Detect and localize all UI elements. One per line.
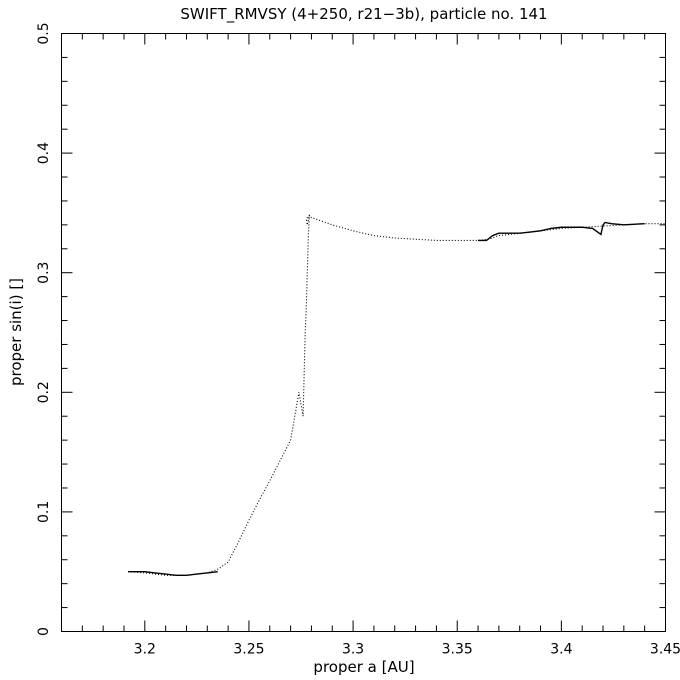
y-tick-label: 0.5 [36, 22, 52, 44]
x-tick-label: 3.4 [550, 642, 572, 658]
plot-frame [61, 33, 666, 632]
chart-title: SWIFT_RMVSY (4+250, r21−3b), particle no… [180, 5, 547, 24]
trajectory-solid-series-2 [478, 221, 645, 242]
x-tick-label: 3.45 [650, 642, 680, 658]
tick-labels: 3.2 3.25 3.3 3.35 3.4 3.45 0 0.1 0.2 0.3 0.4 0.5 [36, 22, 680, 657]
y-tick-label: 0.4 [36, 142, 52, 164]
y-tick-label: 0.1 [36, 501, 52, 523]
x-tick-label: 3.35 [442, 642, 473, 658]
y-tick-label: 0.2 [36, 381, 52, 403]
tick-marks [61, 33, 666, 632]
x-tick-label: 3.2 [134, 642, 156, 658]
y-axis-label: proper sin(i) [] [7, 278, 25, 386]
trajectory-solid-series-1 [128, 571, 218, 576]
trajectory-dotted-series [128, 214, 666, 576]
data-series [128, 214, 666, 576]
y-tick-label: 0 [36, 627, 52, 636]
y-tick-label: 0.3 [36, 262, 52, 284]
x-tick-label: 3.3 [342, 642, 364, 658]
x-tick-label: 3.25 [233, 642, 264, 658]
x-axis-label: proper a [AU] [313, 658, 414, 676]
